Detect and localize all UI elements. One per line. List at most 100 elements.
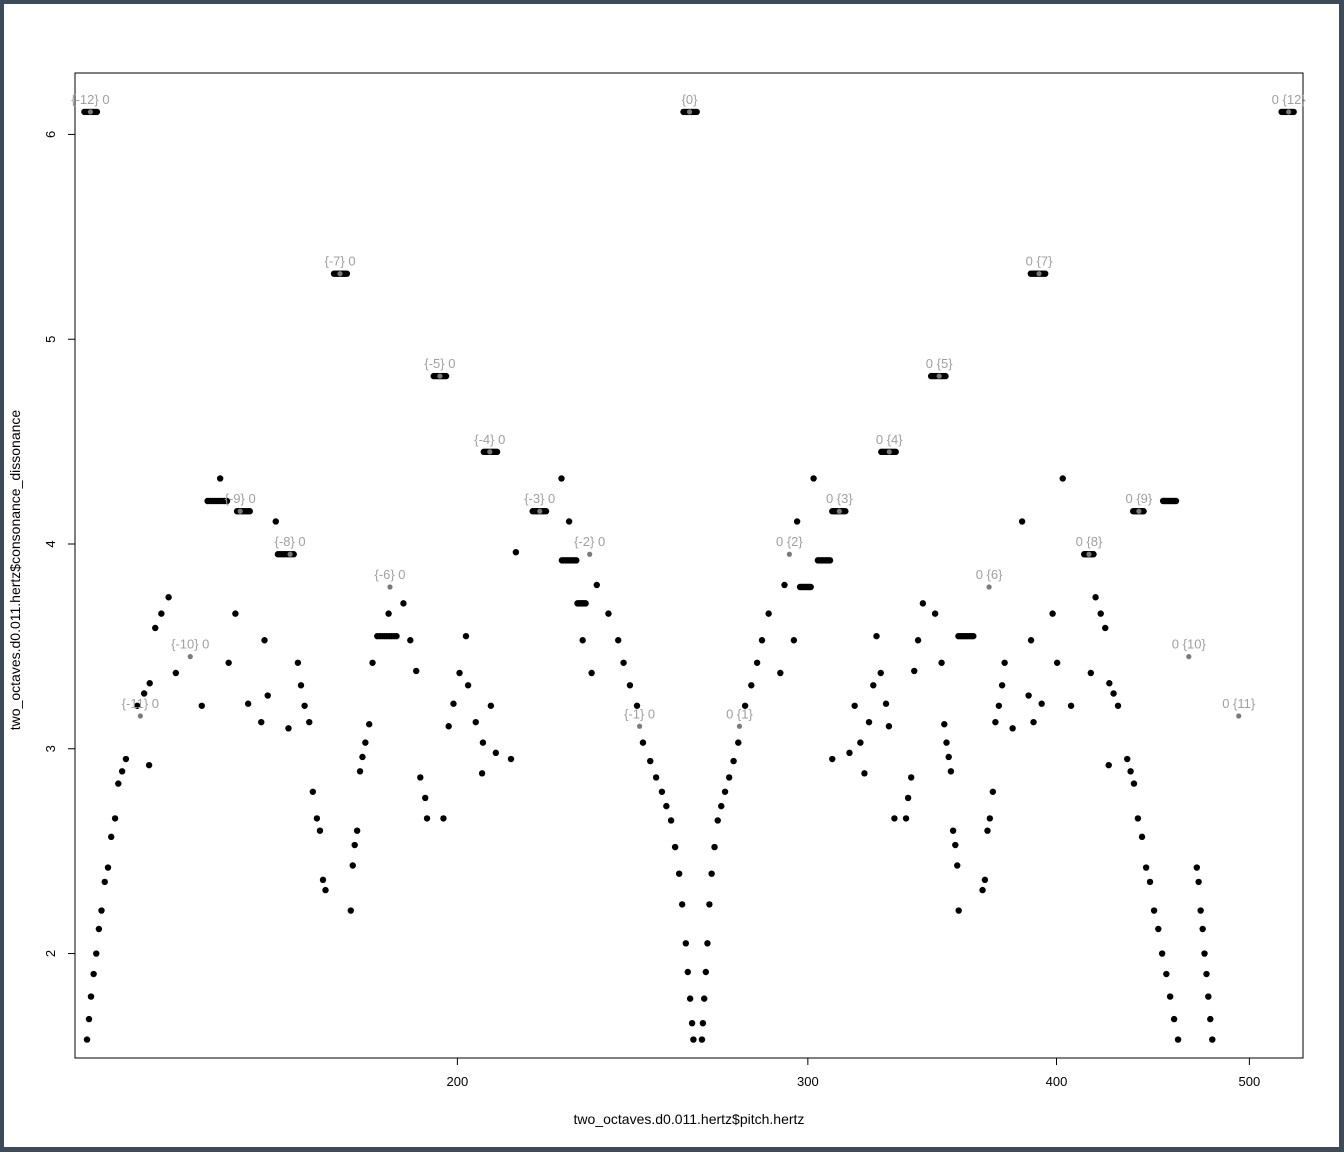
data-point <box>721 788 729 795</box>
data-point <box>579 637 586 644</box>
data-point <box>1155 925 1162 933</box>
data-point <box>347 907 355 914</box>
data-point <box>90 970 97 978</box>
data-point <box>748 682 755 689</box>
y-tick-label: 6 <box>43 131 58 138</box>
data-point <box>954 862 961 869</box>
data-point <box>349 862 356 869</box>
data-point <box>1102 624 1109 632</box>
data-points <box>81 108 1297 1043</box>
scatter-plot: 200 300 400 500 2 3 4 5 6 {-12} 0 {-11} 0 {-10} 0… <box>7 72 1306 1127</box>
data-point <box>938 659 945 666</box>
data-point <box>98 907 105 914</box>
data-point <box>810 475 817 482</box>
x-axis: 200 300 400 500 <box>447 1058 1260 1089</box>
data-point <box>693 108 700 116</box>
plot-window: 200 300 400 500 2 3 4 5 6 {-12} 0 {-11} 0 {-10} 0… <box>4 4 1339 1147</box>
data-point <box>714 817 721 824</box>
point-labels: {-12} 0 {-11} 0 {-10} 0 {-9} 0 {-8} 0 {-7} 0 {… <box>71 92 1306 729</box>
data-point <box>1207 1015 1214 1023</box>
data-point <box>907 774 915 781</box>
data-point <box>462 632 470 640</box>
key-point <box>187 654 193 660</box>
data-point <box>593 581 600 589</box>
data-point <box>198 702 205 709</box>
data-point <box>711 843 718 851</box>
data-point <box>223 497 231 505</box>
data-point <box>790 637 798 644</box>
key-point-label: 0 {4} <box>876 432 903 447</box>
data-point <box>306 718 313 726</box>
data-point <box>225 659 232 666</box>
data-point <box>846 749 853 757</box>
data-point <box>1124 755 1131 763</box>
data-point <box>652 774 660 781</box>
y-tick-label: 3 <box>43 745 58 752</box>
key-point <box>637 723 643 729</box>
data-point <box>365 721 373 728</box>
data-point <box>1009 725 1016 732</box>
data-point <box>699 1019 707 1027</box>
data-point <box>1201 950 1208 957</box>
data-point <box>456 669 463 677</box>
data-point <box>1110 690 1117 697</box>
data-point <box>445 723 452 730</box>
data-point <box>891 815 898 822</box>
key-point <box>87 109 94 115</box>
key-point <box>986 584 992 590</box>
data-point <box>313 815 321 822</box>
key-point-label: 0 {10} <box>1172 637 1207 652</box>
key-point-label: 0 {9} <box>1126 491 1153 506</box>
data-point <box>487 702 495 709</box>
data-point <box>998 682 1006 689</box>
data-point <box>1038 700 1045 707</box>
data-point <box>911 667 918 675</box>
data-point <box>244 700 252 707</box>
data-point <box>1025 692 1032 699</box>
data-point <box>842 508 849 515</box>
data-point <box>658 788 666 795</box>
data-point <box>620 659 627 666</box>
data-point <box>1041 270 1049 277</box>
data-point <box>1138 833 1146 841</box>
data-point <box>216 475 224 482</box>
key-point <box>437 373 443 379</box>
key-point-label: {-7} 0 <box>324 254 355 269</box>
key-point-label: {-1} 0 <box>624 706 655 721</box>
y-tick-label: 4 <box>43 540 58 547</box>
data-point <box>246 508 253 515</box>
key-point <box>786 551 792 557</box>
data-point <box>986 815 994 822</box>
data-point <box>1290 108 1297 116</box>
data-point <box>914 637 922 644</box>
data-point <box>684 968 692 976</box>
data-point <box>118 768 126 775</box>
data-point <box>353 827 361 834</box>
data-point <box>417 774 424 781</box>
data-point <box>708 870 715 877</box>
data-point <box>877 669 884 677</box>
x-tick-label: 400 <box>1046 1074 1068 1089</box>
data-point <box>955 907 962 914</box>
data-point <box>152 624 159 632</box>
data-point <box>626 682 634 689</box>
data-point <box>492 749 500 757</box>
data-point <box>702 968 710 976</box>
x-tick-label: 300 <box>797 1074 819 1089</box>
key-point-label: {-6} 0 <box>374 567 405 582</box>
data-point <box>873 632 880 640</box>
y-axis-title: two_octaves.d0.011.hertz$consonance_diss… <box>7 410 23 731</box>
data-point <box>1130 780 1138 787</box>
key-point-label: 0 {12} <box>1272 92 1307 107</box>
data-point <box>472 718 479 726</box>
data-point <box>558 475 565 482</box>
data-point <box>882 700 890 707</box>
key-point-label: {-11} 0 <box>122 696 159 711</box>
data-point <box>704 940 711 947</box>
data-point <box>1027 637 1035 644</box>
data-point <box>297 682 305 689</box>
key-point <box>836 508 842 514</box>
data-point <box>667 817 675 824</box>
data-point <box>450 700 457 707</box>
data-point <box>1197 907 1204 914</box>
